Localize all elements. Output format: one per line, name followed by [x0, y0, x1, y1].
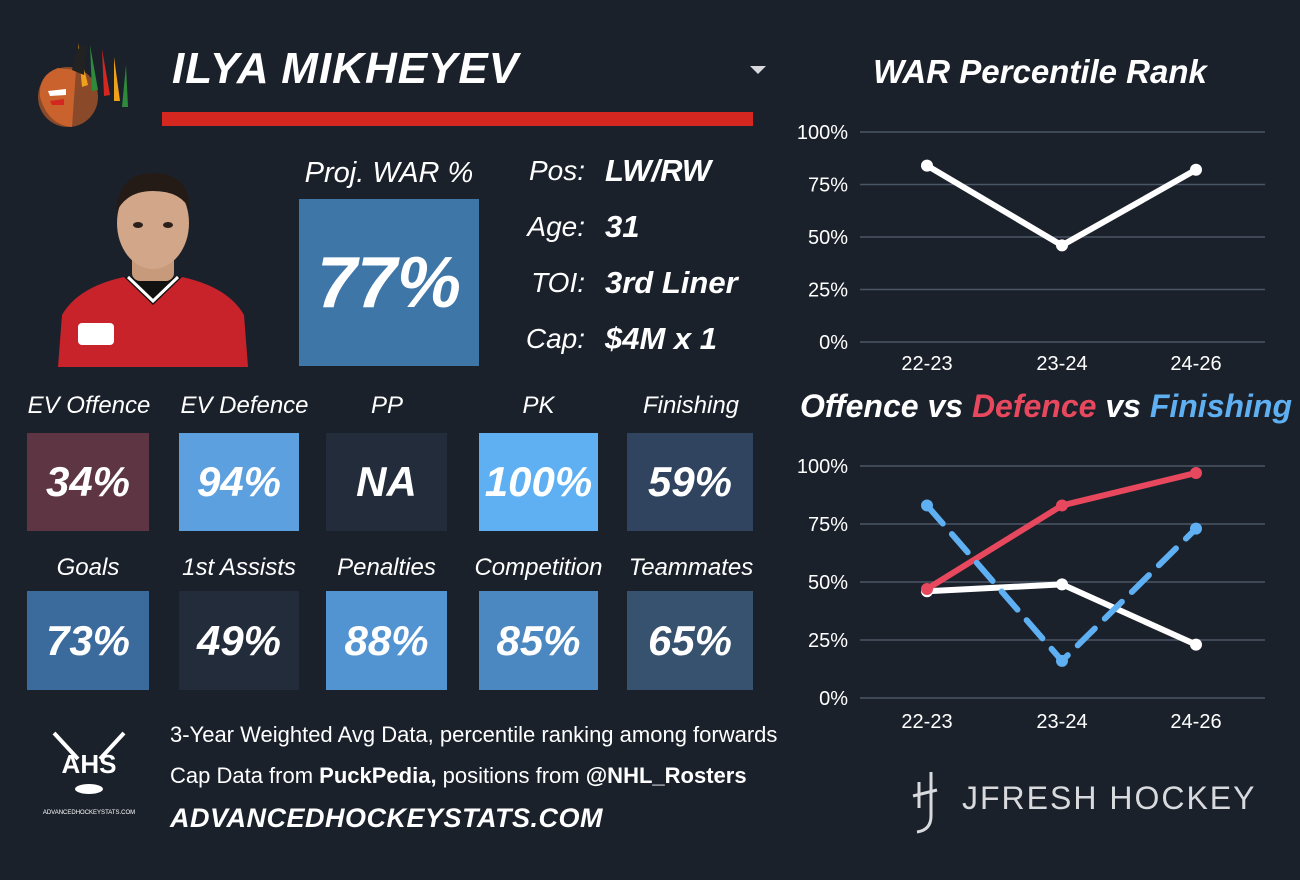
war-series-point [1190, 163, 1202, 176]
footer-line-2: Cap Data from PuckPedia, positions from … [170, 763, 747, 789]
war-series-point [921, 159, 933, 172]
ovdvf-chart-title: Offence vs Defence vs Finishing [800, 388, 1292, 425]
pos-value: LW/RW [605, 153, 712, 188]
proj-war-value: 77% [299, 199, 479, 366]
ovdvf-finishing-point [1056, 654, 1068, 667]
ovdvf-offence-point [1190, 638, 1202, 651]
war-y-tick-label: 50% [808, 227, 848, 249]
war-y-tick-label: 0% [819, 332, 848, 354]
title-finishing: Finishing [1149, 388, 1293, 424]
stat-box-penalties: 88% [326, 591, 447, 690]
site-url: ADVANCEDHOCKEYSTATS.COM [170, 803, 604, 833]
age-value: 31 [605, 209, 640, 244]
player-name: ILYA MIKHEYEV [172, 44, 520, 93]
footer-line-1: 3-Year Weighted Avg Data, percentile ran… [170, 722, 778, 747]
war-y-tick-label: 25% [808, 280, 848, 302]
ovdvf-x-tick-label: 24-26 [1170, 711, 1221, 733]
stat-label-ev-defence: EV Defence [180, 392, 309, 419]
ovdvf-x-tick-label: 23-24 [1036, 711, 1087, 733]
stat-label-pp: PP [370, 392, 403, 419]
ovdvf-y-tick-label: 75% [808, 514, 848, 536]
ovdvf-defence-point [1056, 499, 1068, 512]
stat-box-goals: 73% [27, 591, 149, 690]
jfresh-hockey-text: JFRESH HOCKEY [962, 780, 1257, 816]
title-vs-1: vs [918, 388, 972, 424]
chevron-down-icon[interactable] [750, 66, 766, 74]
war-x-tick-label: 22-23 [901, 353, 952, 375]
name-underline [162, 112, 753, 126]
player-headshot [58, 173, 248, 367]
war-series-point [1056, 239, 1068, 252]
stat-label-goals: Goals [56, 554, 120, 581]
stat-box-finishing: 59% [627, 433, 753, 531]
stat-label-penalties: Penalties [337, 554, 436, 581]
proj-war-label: Proj. WAR % [304, 157, 474, 189]
stat-box-pp: NA [326, 433, 447, 531]
ahs-logo-icon: AHS ADVANCEDHOCKEYSTATS.COM [43, 731, 135, 816]
title-offence: Offence [800, 388, 919, 424]
stat-label-pk: PK [522, 392, 555, 419]
footer-line-2-mid: positions from [436, 763, 586, 788]
age-label: Age: [527, 211, 585, 242]
war-y-tick-label: 75% [808, 175, 848, 197]
puckpedia-source: PuckPedia, [319, 763, 437, 788]
stat-label-ev-offence: EV Offence [27, 392, 151, 419]
war-percentile-chart: 0% 25% 50% 75% 100% 22-23 23-24 24-26 [797, 122, 1265, 375]
toi-label: TOI: [531, 267, 585, 298]
toi-value: 3rd Liner [605, 265, 738, 300]
war-y-tick-label: 100% [797, 122, 848, 144]
ovdvf-defence-point [921, 582, 933, 595]
stat-label-teammates: Teammates [628, 554, 754, 581]
ovdvf-y-tick-label: 25% [808, 630, 848, 652]
ovdvf-x-tick-label: 22-23 [901, 711, 952, 733]
ovdvf-offence-line [924, 581, 1199, 648]
stat-box-1st-assists: 49% [179, 591, 299, 690]
ovdvf-finishing-point [921, 499, 933, 512]
stat-box-teammates: 65% [627, 591, 753, 690]
ovdvf-y-tick-label: 100% [797, 456, 848, 478]
nhl-rosters-source: @NHL_Rosters [585, 763, 747, 788]
offence-defence-finishing-chart: 0% 25% 50% 75% 100% 22-23 23-24 24-26 [797, 456, 1265, 733]
ovdvf-finishing-point [1190, 522, 1202, 535]
ovdvf-defence-line [924, 469, 1199, 592]
title-vs-2: vs [1096, 388, 1150, 424]
stat-label-1st-assists: 1st Assists [182, 554, 296, 581]
cap-label: Cap: [525, 323, 585, 354]
war-series-line [924, 162, 1199, 249]
cap-value: $4M x 1 [605, 321, 718, 356]
ahs-logo-text: AHS [62, 749, 117, 779]
ovdvf-offence-point [1056, 578, 1068, 591]
stat-label-competition: Competition [474, 554, 603, 581]
jfresh-logo-icon [912, 772, 938, 834]
ovdvf-y-tick-label: 50% [808, 572, 848, 594]
title-defence: Defence [971, 388, 1097, 424]
stat-box-competition: 85% [479, 591, 598, 690]
war-chart-title: WAR Percentile Rank [873, 53, 1207, 90]
ovdvf-y-tick-label: 0% [819, 688, 848, 710]
ahs-logo-subtext: ADVANCEDHOCKEYSTATS.COM [43, 810, 135, 816]
war-x-tick-label: 24-26 [1170, 353, 1221, 375]
stat-box-pk: 100% [479, 433, 598, 531]
pos-label: Pos: [528, 155, 585, 186]
footer-line-2-prefix: Cap Data from [170, 763, 320, 788]
stat-box-ev-defence: 94% [179, 433, 299, 531]
blackhawks-logo-icon [38, 43, 128, 127]
stat-box-ev-offence: 34% [27, 433, 149, 531]
ovdvf-defence-point [1190, 466, 1202, 479]
stat-label-finishing: Finishing [642, 392, 740, 419]
war-x-tick-label: 23-24 [1036, 353, 1087, 375]
